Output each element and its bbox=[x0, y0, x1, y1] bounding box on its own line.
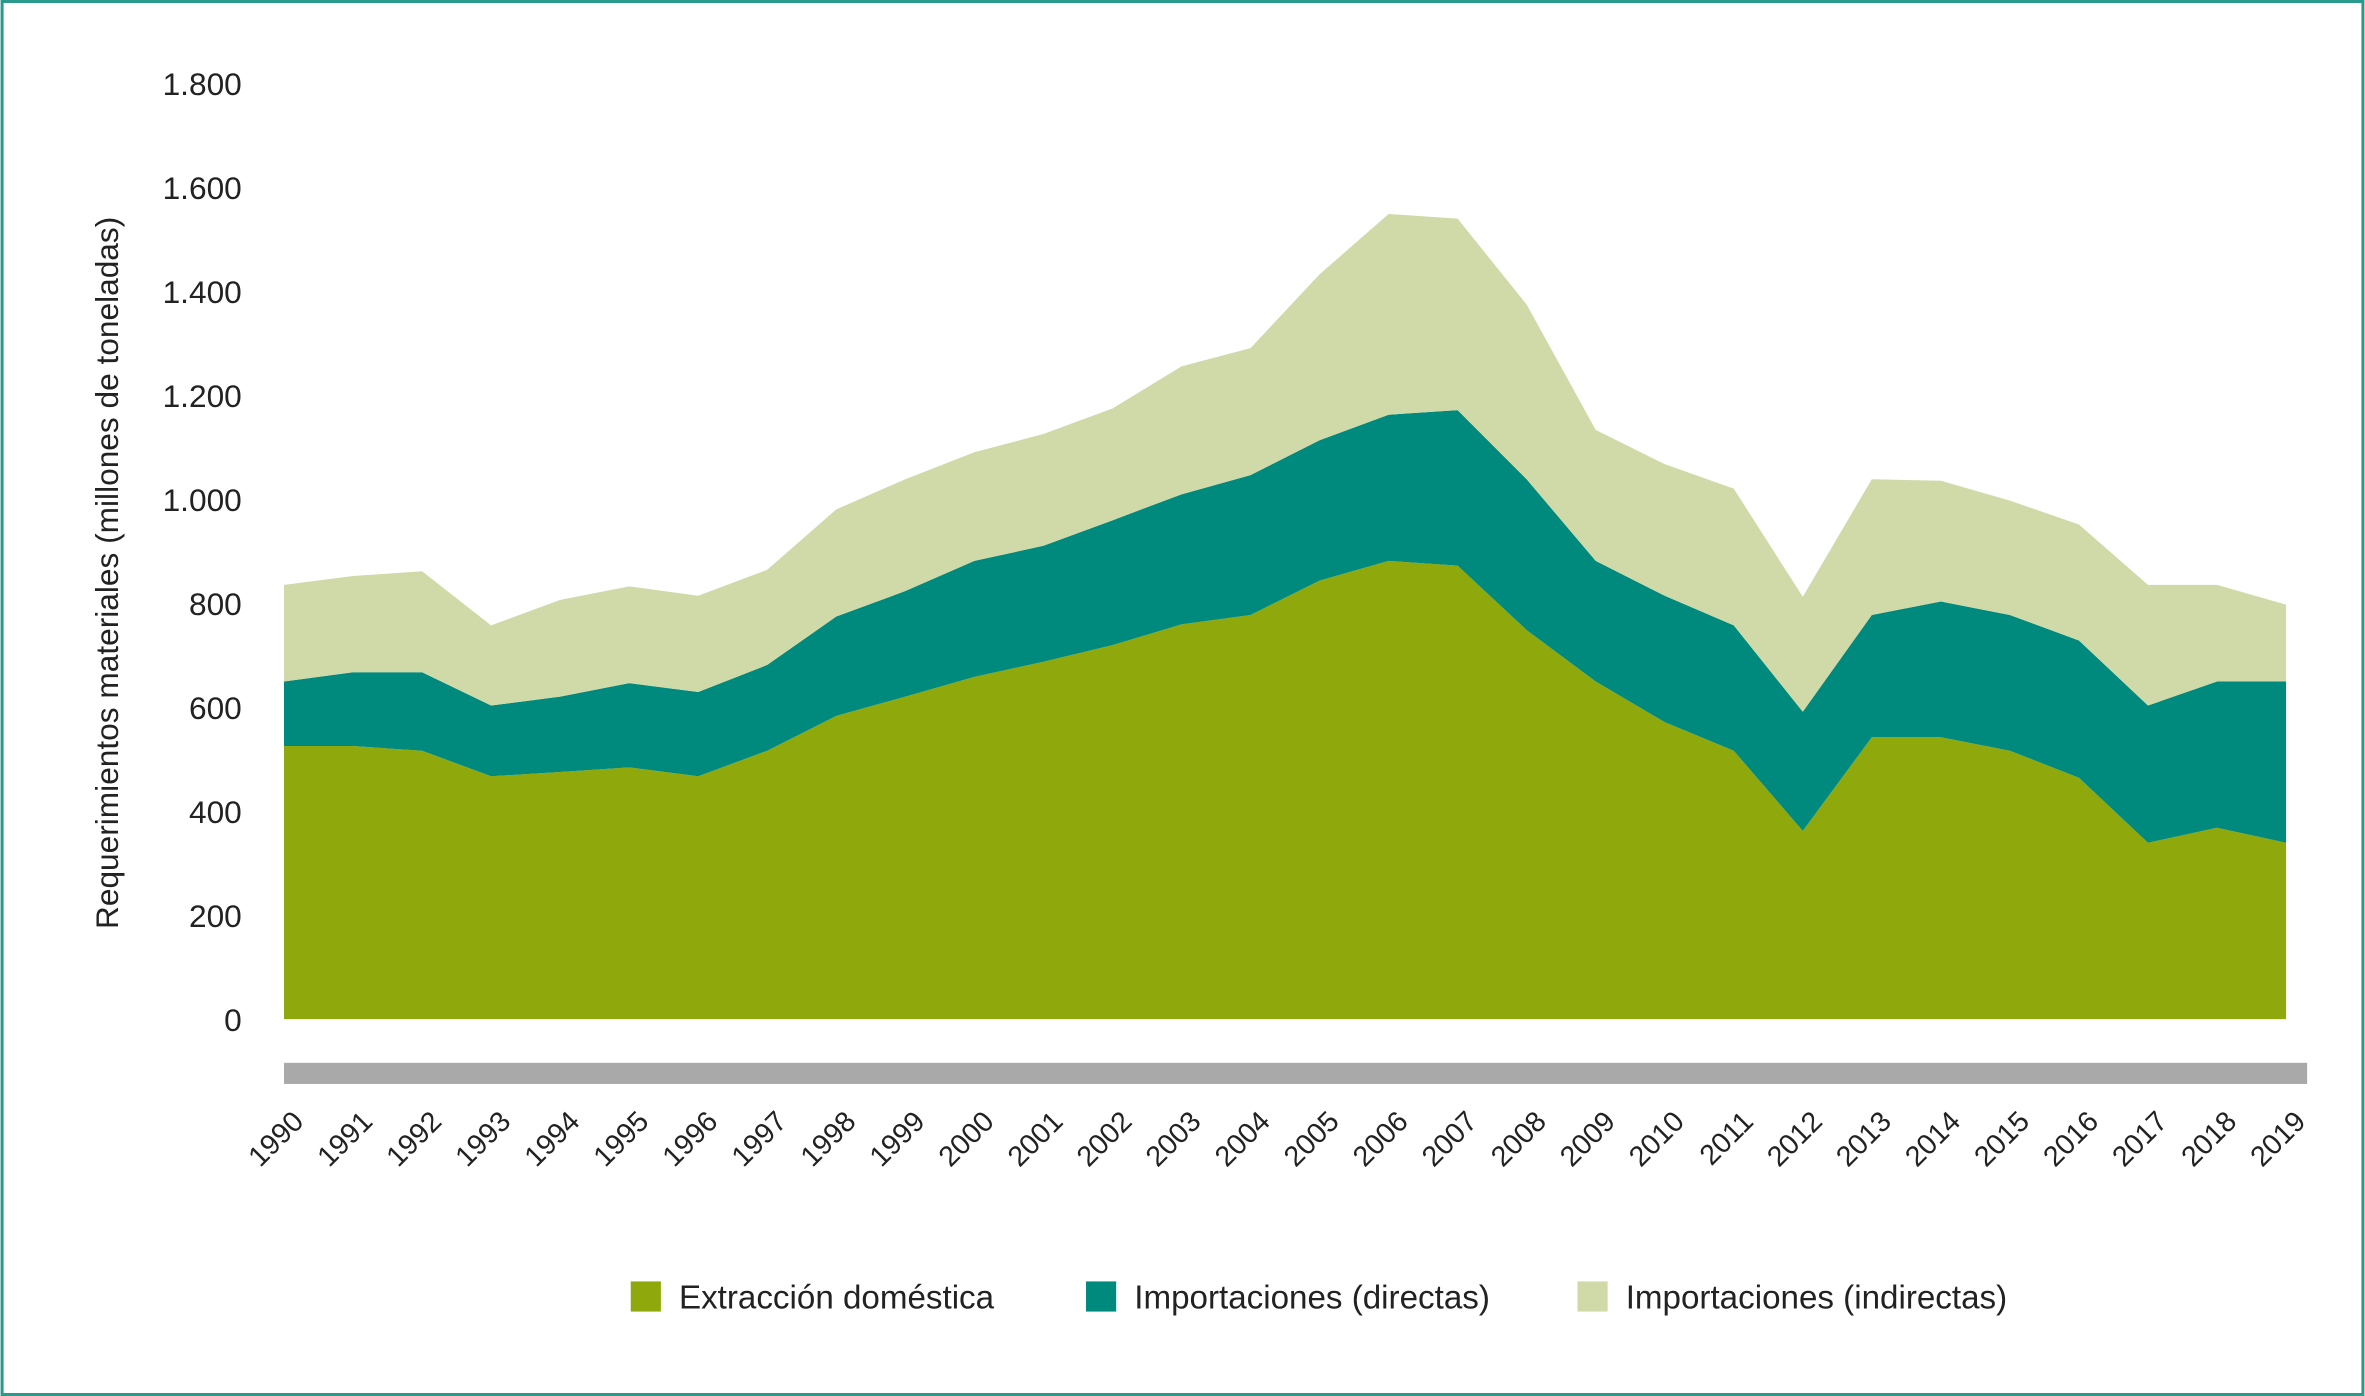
x-tick-label: 2004 bbox=[1209, 1105, 1277, 1173]
x-tick-label: 2009 bbox=[1554, 1105, 1622, 1173]
x-tick-label: 2007 bbox=[1416, 1105, 1484, 1173]
x-tick-label: 2002 bbox=[1071, 1105, 1139, 1173]
legend-label: Importaciones (indirectas) bbox=[1626, 1280, 2007, 1317]
x-tick-label: 2015 bbox=[1968, 1105, 2036, 1173]
legend-label: Extracción doméstica bbox=[679, 1280, 995, 1317]
x-tick-label: 1997 bbox=[726, 1105, 794, 1173]
axis-bar bbox=[283, 1062, 2308, 1084]
y-tick-label: 1.400 bbox=[163, 274, 242, 310]
y-tick-label: 1.200 bbox=[163, 378, 242, 414]
x-tick-label: 2003 bbox=[1140, 1105, 1208, 1173]
x-tick-label: 2010 bbox=[1623, 1105, 1691, 1173]
x-tick-label: 1995 bbox=[588, 1105, 656, 1173]
x-tick-label: 2019 bbox=[2244, 1105, 2312, 1173]
y-tick-label: 600 bbox=[189, 690, 242, 726]
x-tick-label: 2000 bbox=[933, 1105, 1001, 1173]
x-tick-label: 1993 bbox=[449, 1105, 517, 1173]
x-tick-label: 1990 bbox=[242, 1105, 310, 1173]
x-tick-label: 2012 bbox=[1761, 1105, 1829, 1173]
legend-label: Importaciones (directas) bbox=[1134, 1280, 1490, 1317]
x-tick-label: 2014 bbox=[1899, 1105, 1967, 1173]
legend-swatch bbox=[1577, 1281, 1608, 1312]
area bbox=[283, 560, 2287, 1020]
x-tick-label: 2005 bbox=[1278, 1105, 1346, 1173]
legend-swatch bbox=[630, 1281, 661, 1312]
y-tick-label: 200 bbox=[189, 898, 242, 934]
x-tick-label: 1994 bbox=[519, 1105, 587, 1173]
y-tick-label: 1.000 bbox=[163, 482, 242, 518]
x-tick-label: 2018 bbox=[2175, 1105, 2243, 1173]
x-tick-label: 2008 bbox=[1485, 1105, 1553, 1173]
y-tick-label: 1.600 bbox=[163, 170, 242, 206]
x-tick-label: 2016 bbox=[2037, 1105, 2105, 1173]
area bbox=[283, 410, 2287, 843]
y-tick-label: 0 bbox=[224, 1002, 242, 1038]
x-tick-label: 2011 bbox=[1694, 1105, 1760, 1171]
legend-swatch bbox=[1086, 1281, 1117, 1312]
x-tick-label: 1998 bbox=[795, 1105, 863, 1173]
area bbox=[283, 213, 2287, 712]
y-tick-label: 400 bbox=[189, 794, 242, 830]
x-tick-label: 1991 bbox=[311, 1105, 379, 1173]
y-axis-label: Requerimientos materiales (millones de t… bbox=[89, 217, 125, 929]
x-tick-label: 2006 bbox=[1347, 1105, 1415, 1173]
x-tick-label: 1992 bbox=[380, 1105, 448, 1173]
x-tick-label: 2013 bbox=[1830, 1105, 1898, 1173]
y-tick-label: 1.800 bbox=[163, 66, 242, 102]
x-tick-label: 1999 bbox=[864, 1105, 932, 1173]
x-tick-label: 2017 bbox=[2106, 1105, 2174, 1173]
y-tick-label: 800 bbox=[189, 586, 242, 622]
x-tick-label: 1996 bbox=[657, 1105, 725, 1173]
x-tick-label: 2001 bbox=[1002, 1105, 1070, 1173]
